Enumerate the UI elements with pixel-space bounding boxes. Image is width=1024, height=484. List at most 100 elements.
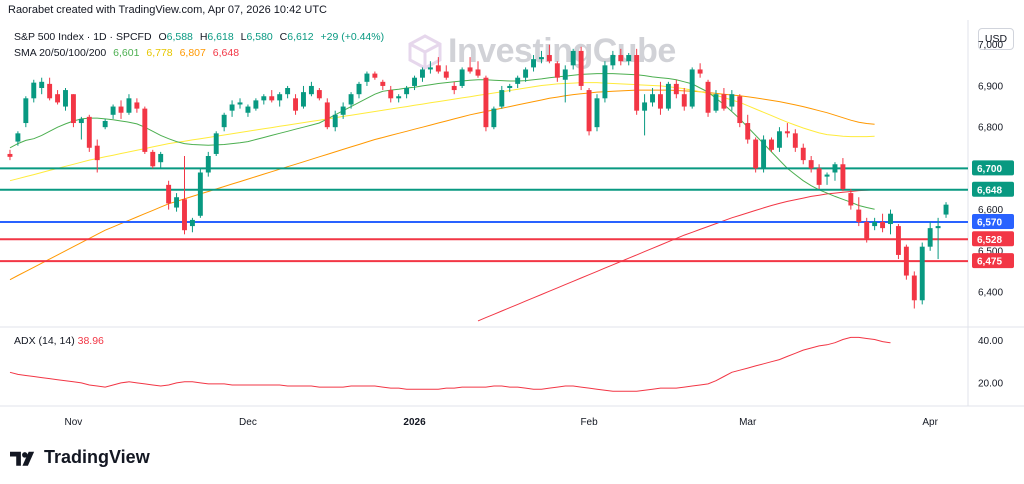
candle-body [63,90,68,107]
candle-body [420,69,425,78]
candle-body [182,199,187,231]
candle-body [293,98,299,111]
candle-body [150,151,156,167]
price-level-label: 6,475 [977,257,1002,268]
candle-body [840,164,846,189]
candle-body [515,77,521,84]
candle-body [642,102,648,111]
candle-body [808,160,814,169]
candle-body [134,102,140,109]
candle-body [880,221,886,229]
price-tick-label: 6,600 [978,205,1003,216]
candle-body [650,94,655,103]
price-level-badge [972,181,1014,197]
tradingview-logo-text: TradingView [44,447,150,467]
date-tick-label: Dec [239,417,257,428]
candle-body [634,55,640,111]
candle-body [800,147,806,161]
adx-tick-label: 40.00 [978,336,1003,347]
candle-body [586,90,592,132]
candle-body [316,90,322,99]
tradingview-logo[interactable]: TradingView [10,447,150,468]
candle-body [864,221,870,239]
price-level-label: 6,528 [977,235,1002,246]
candle-body [118,106,124,113]
candle-body [364,73,370,82]
candle-body [919,246,925,301]
candle-body [70,94,76,124]
adx-value: 38.96 [77,335,104,347]
candle-body [507,85,513,89]
candle-body [427,67,433,70]
candle-body [888,213,893,225]
candle-body [872,221,878,227]
candle-body [189,219,195,227]
adx-legend: ADX (14, 14) 38.96 [14,335,104,347]
candle-body [356,83,362,95]
candle-body [197,172,203,216]
symbol-label[interactable]: S&P 500 Index · 1D · SPCFD [14,31,152,43]
candle-body [7,153,13,157]
candle-body [435,65,441,72]
candle-body [459,69,465,86]
candle-body [443,71,449,78]
candle-body [594,98,600,128]
adx-line [9,336,891,392]
candle-body [253,100,259,109]
candle-body [237,102,243,105]
price-level-label: 6,648 [977,185,1002,196]
candle-body [285,88,291,95]
candle-body [927,228,933,247]
candle-body [761,139,767,169]
candle-body [332,114,338,128]
candle-body [174,197,180,208]
price-tick-label: 6,500 [978,246,1003,257]
adx-label[interactable]: ADX (14, 14) [14,335,75,347]
candle-body [769,139,774,150]
candle-body [737,96,743,124]
candle-body [110,106,116,115]
adx-tick-label: 20.00 [978,378,1003,389]
candle-body [15,133,21,142]
candle-body [539,57,544,60]
candle-body [261,96,267,101]
candle-body [848,193,854,206]
candle-body [792,133,798,148]
price-tick-label: 6,800 [978,123,1003,134]
candle-body [39,81,45,89]
candle-body [467,67,473,72]
sma20-value: 6,601 [113,47,140,59]
candle-body [348,94,354,105]
change-value: +29 (+0.44%) [320,31,385,43]
price-tick-label: 6,400 [978,288,1003,299]
investingcube-watermark: InvestingCube [408,32,676,71]
candle-body [86,116,92,148]
candle-body [412,77,417,86]
candle-body [713,94,719,111]
candle-body [451,85,457,91]
sma-label[interactable]: SMA 20/50/100/200 [14,47,107,59]
candle-body [554,63,560,78]
candle-body [499,90,505,107]
candle-body [816,168,822,185]
candle-body [578,50,584,86]
candle-body [665,83,671,109]
candle-body [404,88,410,95]
candle-body [166,184,172,204]
tradingview-logo-icon [10,451,35,466]
candle-body [308,85,314,95]
price-chart[interactable]: 6,400 6,500 6,600 6,700 6,800 6,900 7,000 20.00… [0,0,1024,440]
candle-body [911,275,917,301]
candle-body [372,73,378,78]
open-value: O6,588 [158,31,193,43]
candle-body [269,96,275,101]
date-tick-label: Mar [739,417,757,428]
candle-body [776,131,782,148]
candle-body [94,145,100,161]
price-tick-label: 6,900 [978,81,1003,92]
date-tick-label: 2026 [403,417,426,428]
candle-body [570,50,576,66]
currency-button[interactable]: USD [978,28,1014,50]
candle-body [23,98,29,124]
candle-body [745,123,751,140]
